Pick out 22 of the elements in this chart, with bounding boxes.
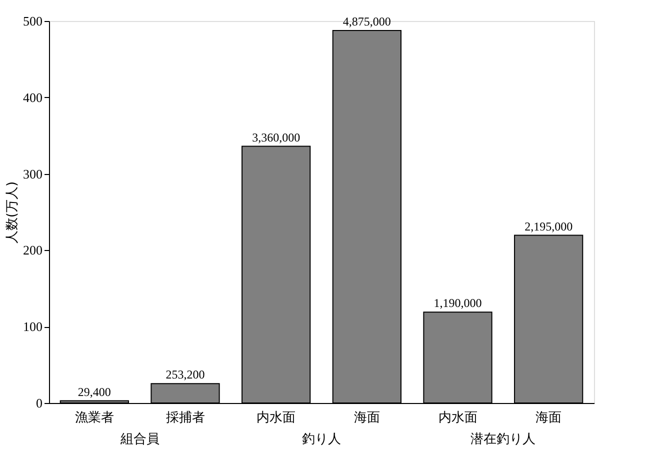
annotation: 2,195,000 [524,219,573,234]
annotation: 1,190,000 [434,296,482,310]
x-tick-label: 内水面 [256,410,296,426]
x-tick-label: 内水面 [438,410,478,426]
annotation: 3,360,000 [252,130,300,144]
y-tick-label: 300 [23,166,42,182]
text: 釣り人 [302,432,341,447]
x-tick-label: 海面 [354,410,380,426]
x-tick-label: 採捕者 [166,410,205,426]
text: 組合員 [119,432,160,447]
y-tick-label: 500 [23,14,42,28]
y-tick-label: 100 [23,319,42,334]
y-axis-title: 人数(万人) [5,181,20,244]
x-tick-label: 漁業者 [74,410,114,426]
annotation: 253,200 [166,368,205,382]
y-tick-label: 200 [23,242,42,258]
x-tick-label: 海面 [536,410,562,426]
y-tick-label: 400 [23,90,42,105]
y-tick-label: 0 [36,396,42,410]
annotation: 4,875,000 [342,14,391,29]
text: 潜在釣り人 [470,432,536,447]
annotation: 29,400 [78,384,111,399]
